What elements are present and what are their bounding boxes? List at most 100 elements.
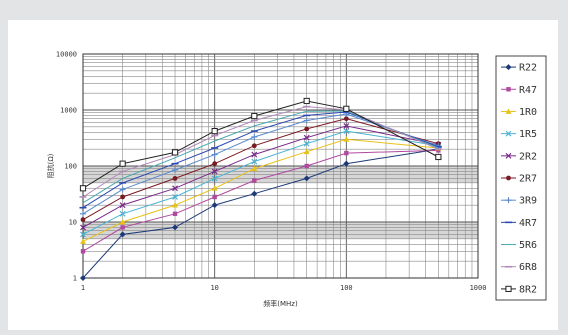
data-point-3r9 — [251, 133, 258, 140]
x-tick-label: 10 — [210, 284, 218, 292]
legend-box — [495, 55, 547, 301]
data-point-2r2 — [303, 134, 310, 141]
data-point-r47 — [344, 150, 349, 156]
series-line-8r2 — [82, 100, 439, 189]
legend-marker-r22 — [505, 64, 512, 71]
data-point-2r2 — [211, 168, 218, 175]
data-point-1r0 — [119, 219, 126, 225]
series-line-5r6 — [82, 110, 439, 204]
legend-marker-3r9 — [505, 197, 512, 204]
legend-marker-1r5 — [505, 130, 512, 137]
data-point-1r5 — [80, 231, 86, 238]
data-point-1r5 — [343, 128, 350, 135]
data-point-1r0 — [343, 136, 350, 142]
series-2r7 — [80, 116, 441, 223]
data-point-1r0 — [172, 202, 179, 208]
data-point-1r0 — [80, 238, 86, 244]
series-line-r47 — [82, 149, 439, 252]
legend-item-6r8: 6R8 — [501, 262, 537, 273]
data-point-r47 — [172, 211, 178, 217]
legend-item-r47: R47 — [501, 85, 537, 96]
data-point-r47 — [120, 225, 125, 230]
series-r47 — [80, 148, 441, 254]
data-point-8r2 — [435, 153, 442, 161]
data-point-3r9 — [303, 117, 310, 124]
data-point-8r2 — [119, 160, 126, 167]
legend-item-2r7: 2R7 — [501, 174, 537, 185]
data-point-2r7 — [80, 217, 86, 223]
legend-marker-r47 — [506, 87, 511, 92]
legend-label-1r0: 1R0 — [519, 107, 537, 118]
data-point-r22 — [303, 175, 310, 182]
series-8r2 — [79, 97, 442, 192]
series-1r0 — [80, 136, 442, 244]
legend-label-1r5: 1R5 — [519, 129, 537, 140]
y-tick-label: 10 — [69, 219, 77, 227]
data-point-1r0 — [251, 165, 258, 171]
legend-item-2r2: 2R2 — [501, 151, 537, 162]
data-point-r47 — [304, 163, 309, 169]
data-point-r22 — [343, 160, 350, 167]
x-tick-label: 1 — [81, 284, 85, 292]
series-line-4r7 — [82, 111, 439, 209]
data-point-r22 — [119, 231, 126, 238]
data-point-2r2 — [343, 122, 350, 129]
legend-label-6r8: 6R8 — [519, 262, 537, 273]
data-point-r22 — [172, 224, 179, 231]
x-axis-label: 频率(MHz) — [263, 299, 298, 308]
data-point-r47 — [436, 148, 441, 153]
y-axis-label: 阻抗(Ω) — [46, 153, 55, 178]
data-point-3r9 — [172, 166, 179, 173]
x-tick-labels: 1 10 100 1000 — [81, 284, 487, 292]
series-line-1r0 — [82, 138, 439, 242]
data-point-1r5 — [172, 194, 178, 200]
data-point-2r7 — [212, 161, 218, 167]
data-point-2r7 — [172, 176, 178, 181]
series-line-2r7 — [82, 118, 439, 221]
data-point-r47 — [252, 178, 257, 183]
data-point-8r2 — [171, 149, 179, 156]
legend-label-8r2: 8R2 — [519, 284, 537, 295]
legend-label-3r9: 3R9 — [519, 196, 537, 207]
data-point-3r9 — [80, 210, 86, 217]
series-3r9 — [80, 110, 442, 217]
data-point-r22 — [211, 202, 218, 209]
data-point-2r2 — [172, 185, 178, 192]
data-point-3r9 — [211, 151, 218, 158]
series-1r5 — [80, 128, 442, 238]
data-point-2r7 — [343, 116, 349, 122]
plot-grid — [82, 53, 479, 279]
data-point-r47 — [212, 194, 217, 200]
data-point-2r7 — [120, 194, 126, 200]
chart-card: 1 10 100 1000 1 10 100 1000 10000 频率(MHz) 阻抗(Ω)… — [8, 20, 558, 330]
data-point-8r2 — [343, 105, 350, 112]
data-point-2r2 — [119, 202, 126, 209]
data-point-3r9 — [119, 186, 126, 193]
y-tick-labels: 1 10 100 1000 10000 — [56, 51, 77, 283]
data-point-8r2 — [79, 185, 87, 192]
data-point-r47 — [80, 249, 86, 254]
data-point-1r5 — [211, 175, 218, 182]
data-point-2r7 — [251, 143, 257, 149]
data-point-8r2 — [303, 97, 310, 105]
legend-marker-2r7 — [506, 175, 511, 181]
legend-item-8r2: 8R2 — [501, 284, 537, 295]
legend-label-2r2: 2R2 — [519, 151, 537, 162]
legend-item-3r9: 3R9 — [501, 196, 537, 207]
legend-label-4r7: 4R7 — [519, 218, 537, 229]
legend-label-2r7: 2R7 — [519, 174, 537, 185]
legend-marker-1r0 — [505, 108, 512, 114]
data-point-1r0 — [211, 185, 218, 191]
data-point-2r2 — [80, 224, 86, 231]
legend-item-4r7: 4R7 — [501, 218, 537, 229]
data-point-r22 — [80, 275, 86, 281]
data-point-2r2 — [251, 151, 258, 158]
series-line-r22 — [82, 148, 439, 279]
legend-marker-2r2 — [505, 152, 512, 159]
data-point-1r5 — [303, 140, 310, 147]
y-tick-label: 1 — [73, 275, 77, 283]
data-point-2r7 — [304, 126, 310, 132]
legend: R22 R47 1R0 1R5 2R2 2R7 3R9 4R7 5R6 6R8 8R2 — [495, 55, 547, 301]
legend-label-r47: R47 — [519, 85, 537, 96]
series-line-2r2 — [82, 125, 439, 228]
